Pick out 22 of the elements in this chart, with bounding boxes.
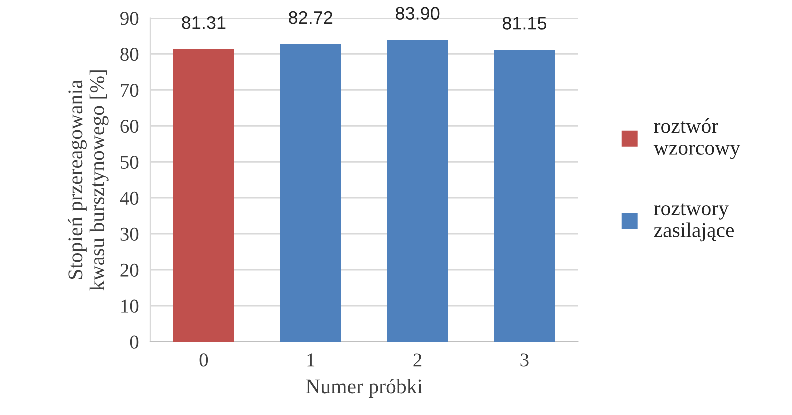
- x-tick-label: 1: [308, 354, 315, 367]
- y-tick-label: 50: [121, 156, 139, 170]
- x-tick-label: 0: [200, 354, 208, 367]
- y-tick-label: 90: [120, 12, 139, 26]
- data-label: 83.90: [396, 7, 440, 20]
- y-tick-label: 10: [122, 300, 139, 313]
- y-tick-label: 80: [120, 48, 139, 62]
- y-tick-label: 60: [120, 120, 139, 134]
- y-tick-label: 40: [120, 192, 139, 206]
- legend-label: roztwór wzorcowy: [654, 118, 741, 160]
- y-axis-title: Stopień przereagowania kwasu bursztynowego [%]: [68, 70, 109, 291]
- data-label: 82.72: [289, 11, 333, 24]
- y-tick-label: 30: [120, 228, 139, 241]
- data-label: 81.31: [182, 16, 226, 30]
- x-tick-label: 3: [520, 354, 529, 367]
- legend-label: roztwory zasilające: [654, 204, 734, 242]
- x-tick-label: 2: [414, 354, 422, 367]
- y-tick-label: 20: [120, 264, 139, 277]
- y-tick-label: 70: [121, 84, 139, 98]
- y-tick-label: 0: [130, 336, 139, 349]
- x-axis-title: Numer próbki: [306, 379, 423, 398]
- data-label: 81.15: [502, 17, 547, 30]
